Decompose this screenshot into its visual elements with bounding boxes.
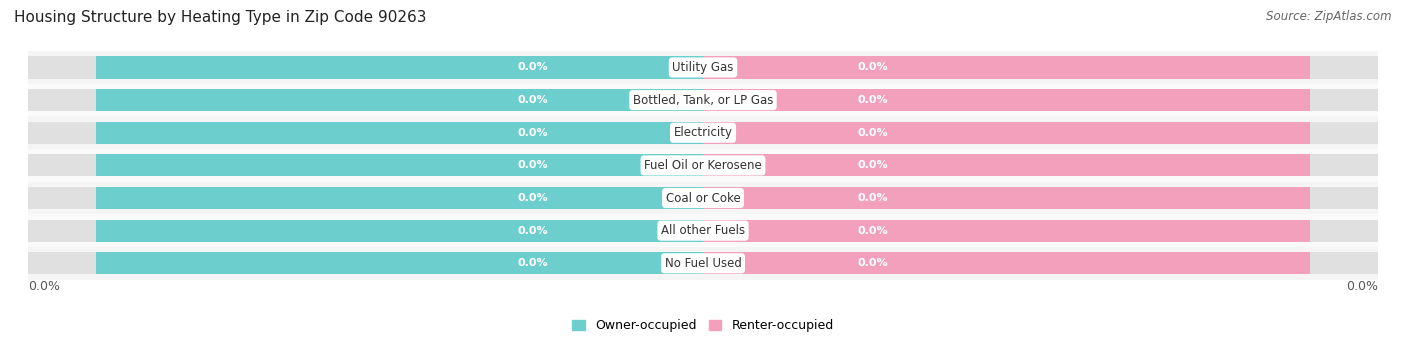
Text: All other Fuels: All other Fuels: [661, 224, 745, 237]
Bar: [28, 84, 1378, 116]
Text: 0.0%: 0.0%: [517, 258, 548, 268]
Bar: [28, 89, 1378, 111]
Bar: [703, 252, 1310, 275]
Bar: [96, 122, 703, 144]
Bar: [28, 182, 1378, 214]
Bar: [28, 56, 1378, 78]
Text: 0.0%: 0.0%: [858, 128, 889, 138]
Bar: [96, 187, 703, 209]
Bar: [28, 154, 1378, 177]
Text: 0.0%: 0.0%: [858, 62, 889, 73]
Text: No Fuel Used: No Fuel Used: [665, 257, 741, 270]
Text: 0.0%: 0.0%: [517, 226, 548, 236]
Bar: [703, 122, 1310, 144]
Text: 0.0%: 0.0%: [517, 160, 548, 170]
Text: Coal or Coke: Coal or Coke: [665, 192, 741, 205]
Bar: [28, 149, 1378, 182]
Text: 0.0%: 0.0%: [858, 160, 889, 170]
Text: Housing Structure by Heating Type in Zip Code 90263: Housing Structure by Heating Type in Zip…: [14, 10, 426, 25]
Text: Utility Gas: Utility Gas: [672, 61, 734, 74]
Text: Electricity: Electricity: [673, 126, 733, 139]
Bar: [703, 220, 1310, 242]
Text: Fuel Oil or Kerosene: Fuel Oil or Kerosene: [644, 159, 762, 172]
Text: 0.0%: 0.0%: [1346, 280, 1378, 293]
Text: 0.0%: 0.0%: [858, 95, 889, 105]
Bar: [28, 187, 1378, 209]
Text: 0.0%: 0.0%: [858, 193, 889, 203]
Bar: [96, 89, 703, 111]
Text: 0.0%: 0.0%: [28, 280, 60, 293]
Bar: [28, 51, 1378, 84]
Text: 0.0%: 0.0%: [858, 258, 889, 268]
Bar: [28, 214, 1378, 247]
Bar: [703, 154, 1310, 177]
Bar: [703, 89, 1310, 111]
Text: 0.0%: 0.0%: [517, 62, 548, 73]
Bar: [703, 187, 1310, 209]
Bar: [96, 252, 703, 275]
Bar: [28, 247, 1378, 280]
Text: Source: ZipAtlas.com: Source: ZipAtlas.com: [1267, 10, 1392, 23]
Bar: [96, 220, 703, 242]
Bar: [28, 122, 1378, 144]
Text: 0.0%: 0.0%: [517, 128, 548, 138]
Bar: [28, 116, 1378, 149]
Bar: [703, 56, 1310, 78]
Bar: [96, 154, 703, 177]
Text: 0.0%: 0.0%: [517, 193, 548, 203]
Bar: [96, 56, 703, 78]
Text: 0.0%: 0.0%: [517, 95, 548, 105]
Bar: [28, 220, 1378, 242]
Text: 0.0%: 0.0%: [858, 226, 889, 236]
Legend: Owner-occupied, Renter-occupied: Owner-occupied, Renter-occupied: [568, 314, 838, 337]
Text: Bottled, Tank, or LP Gas: Bottled, Tank, or LP Gas: [633, 94, 773, 107]
Bar: [28, 252, 1378, 275]
